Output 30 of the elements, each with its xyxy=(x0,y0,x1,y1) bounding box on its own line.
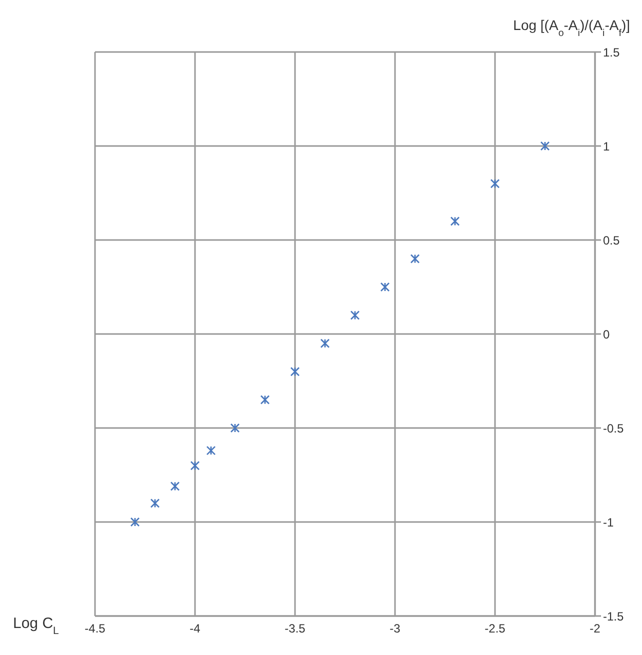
point xyxy=(490,178,500,188)
point xyxy=(380,282,390,292)
y-tick-label: 0.5 xyxy=(603,233,620,248)
point xyxy=(206,446,216,456)
point xyxy=(410,254,420,264)
x-tick-label: -3 xyxy=(390,622,401,636)
y-tick-label: 1.5 xyxy=(603,45,620,60)
point xyxy=(290,366,300,376)
point xyxy=(190,460,200,470)
x-tick-label: -2.5 xyxy=(484,622,506,636)
x-tick-label: -2 xyxy=(590,622,601,636)
x-tick-label: -4 xyxy=(190,622,201,636)
y-tick-label: 0 xyxy=(603,327,610,342)
text: Log [(A$_{o}$-A$_{i}$)/(A$_{i}$-A$_{f}$)] xyxy=(513,17,630,38)
point xyxy=(260,395,270,404)
y-tick-label: -1.5 xyxy=(603,609,624,624)
point xyxy=(350,310,360,320)
y-tick-label: -0.5 xyxy=(603,421,624,436)
y-tick-label: 1 xyxy=(603,139,610,154)
point xyxy=(450,216,460,226)
x-axis-title: Log C$_{L}$ xyxy=(13,615,60,637)
point xyxy=(170,482,180,491)
point xyxy=(540,141,550,151)
point xyxy=(150,498,160,508)
point xyxy=(130,517,140,527)
point xyxy=(320,338,330,348)
point xyxy=(230,423,240,433)
y-tick-label: -1 xyxy=(603,515,614,530)
x-tick-label: -4.5 xyxy=(84,622,106,636)
x-tick-label: -3.5 xyxy=(284,622,306,636)
